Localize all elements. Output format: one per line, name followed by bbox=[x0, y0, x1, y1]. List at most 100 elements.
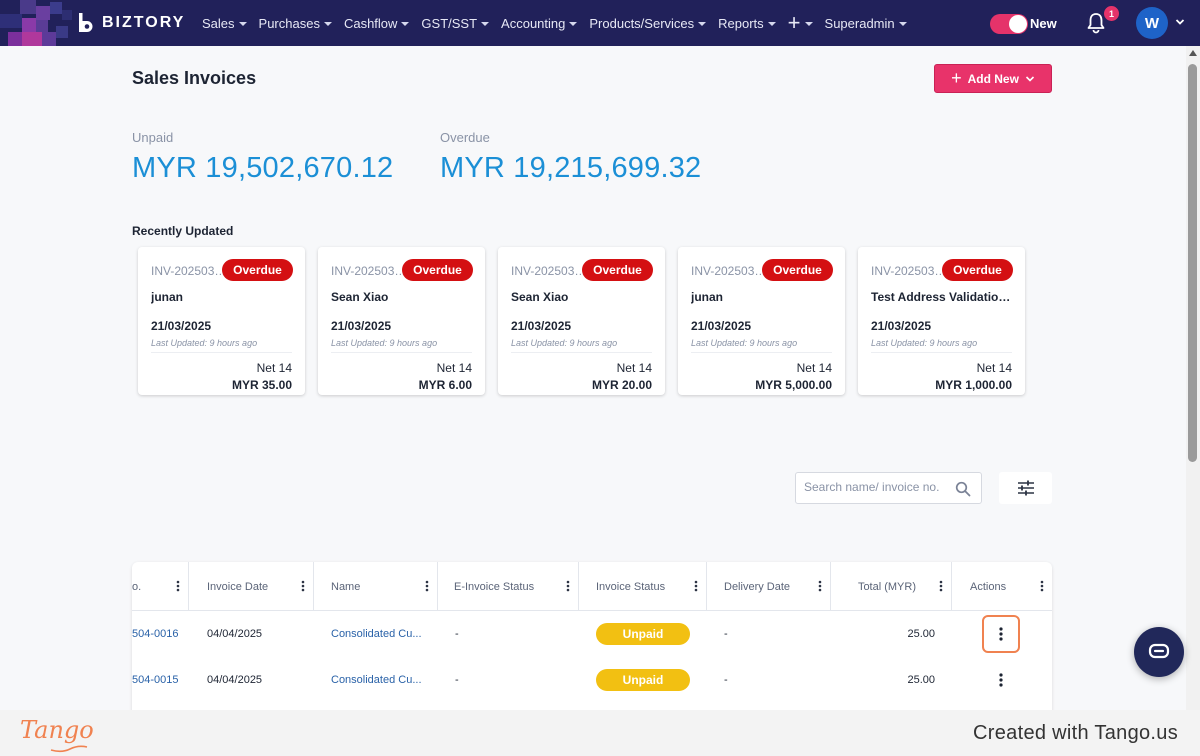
more-vertical-icon[interactable] bbox=[818, 580, 822, 592]
more-vertical-icon[interactable] bbox=[1040, 580, 1044, 592]
more-vertical-icon bbox=[999, 627, 1003, 641]
nav-reports[interactable]: Reports bbox=[718, 16, 776, 31]
row-actions-button[interactable] bbox=[982, 615, 1020, 653]
column-header-actions[interactable]: Actions bbox=[952, 562, 1052, 611]
delivery-date-cell: - bbox=[724, 628, 728, 640]
card-divider bbox=[151, 352, 292, 353]
bell-icon[interactable] bbox=[1086, 12, 1106, 34]
card-customer-name: junan bbox=[151, 290, 183, 304]
table-row[interactable]: 504-0015 04/04/2025 Consolidated Cu... -… bbox=[132, 657, 1052, 703]
add-new-button[interactable]: + Add New bbox=[934, 64, 1052, 93]
user-avatar[interactable]: W bbox=[1136, 7, 1168, 39]
more-vertical-icon[interactable] bbox=[301, 580, 305, 592]
chat-support-button[interactable] bbox=[1134, 627, 1184, 677]
nav-products-services[interactable]: Products/Services bbox=[589, 15, 707, 31]
nav-sales[interactable]: Sales bbox=[202, 16, 247, 31]
card-divider bbox=[871, 352, 1012, 353]
more-vertical-icon bbox=[999, 673, 1003, 687]
new-ui-toggle[interactable] bbox=[990, 14, 1028, 34]
tango-footer: Tango Created with Tango.us bbox=[0, 710, 1200, 756]
recent-invoice-card[interactable]: INV-20250321-0005 Overdue junan 21/03/20… bbox=[138, 247, 305, 395]
chevron-down-icon bbox=[323, 21, 332, 26]
recent-invoice-card[interactable]: INV-20250321-0003 Overdue Sean Xiao 21/0… bbox=[498, 247, 665, 395]
unpaid-label: Unpaid bbox=[132, 130, 174, 145]
column-header-label: Name bbox=[331, 581, 361, 593]
einvoice-status-cell: - bbox=[455, 628, 459, 640]
overdue-total[interactable]: MYR 19,215,699.32 bbox=[440, 152, 702, 184]
column-header-invoice-status[interactable]: Invoice Status bbox=[579, 562, 707, 611]
card-customer-name: Sean Xiao bbox=[511, 290, 569, 304]
row-actions-button[interactable] bbox=[982, 661, 1020, 699]
invoices-table: o. Invoice Date Name E-Invoice Status In… bbox=[132, 562, 1052, 722]
nav-gst-sst[interactable]: GST/SST bbox=[421, 16, 490, 31]
invoice-date-cell: 04/04/2025 bbox=[207, 674, 263, 686]
nav-cashflow-label: Cashflow bbox=[343, 15, 398, 31]
column-header-invoice-no[interactable]: o. bbox=[132, 562, 189, 611]
column-header-label: Invoice Date bbox=[207, 581, 269, 593]
column-header-delivery-date[interactable]: Delivery Date bbox=[707, 562, 831, 611]
card-amount: MYR 1,000.00 bbox=[935, 378, 1012, 392]
customer-name-link[interactable]: Consolidated Cu... bbox=[331, 674, 422, 686]
column-header-invoice-date[interactable]: Invoice Date bbox=[189, 562, 314, 611]
delivery-date-cell: - bbox=[724, 674, 728, 686]
chevron-down-icon bbox=[401, 21, 410, 26]
card-invoice-number: INV-20250321-0002 bbox=[691, 264, 769, 278]
page-title: Sales Invoices bbox=[132, 68, 257, 88]
chevron-down-icon bbox=[898, 21, 907, 26]
nav-cashflow[interactable]: Cashflow bbox=[343, 15, 410, 31]
card-customer-name: Sean Xiao bbox=[331, 290, 389, 304]
card-amount: MYR 20.00 bbox=[591, 378, 652, 392]
recent-invoice-card[interactable]: INV-20250321-0004 Overdue Sean Xiao 21/0… bbox=[318, 247, 485, 395]
column-header-label: E-Invoice Status bbox=[454, 581, 535, 593]
customer-name-link[interactable]: Consolidated Cu... bbox=[331, 628, 422, 640]
card-invoice-number: INV-20250321-0004 bbox=[331, 264, 409, 278]
search-icon[interactable] bbox=[955, 481, 971, 497]
nav-sales-label: Sales bbox=[202, 15, 235, 31]
brand-mosaic-graphic bbox=[0, 0, 110, 46]
overdue-badge: Overdue bbox=[762, 259, 833, 281]
unpaid-total[interactable]: MYR 19,502,670.12 bbox=[132, 152, 394, 184]
nav-quick-add[interactable]: + bbox=[788, 12, 813, 34]
nav-accounting[interactable]: Accounting bbox=[501, 16, 578, 31]
chevron-down-icon[interactable] bbox=[1175, 17, 1185, 27]
card-divider bbox=[331, 352, 472, 353]
column-header-name[interactable]: Name bbox=[314, 562, 438, 611]
nav-products-services-label: Products/Services bbox=[589, 15, 695, 31]
column-header-total[interactable]: Total (MYR) bbox=[831, 562, 952, 611]
scroll-up-arrow-icon[interactable] bbox=[1189, 50, 1197, 56]
column-header-einvoice-status[interactable]: E-Invoice Status bbox=[438, 562, 579, 611]
nav-superadmin[interactable]: Superadmin bbox=[825, 16, 907, 31]
card-invoice-number: INV-20250321-0003 bbox=[511, 264, 589, 278]
more-vertical-icon[interactable] bbox=[176, 580, 180, 592]
card-invoice-number: INV-20250321-0005 bbox=[151, 264, 229, 278]
more-vertical-icon[interactable] bbox=[694, 580, 698, 592]
invoice-date-cell: 04/04/2025 bbox=[207, 628, 263, 640]
nav-purchases-label: Purchases bbox=[258, 15, 320, 31]
column-header-label: Actions bbox=[970, 581, 1007, 593]
invoice-number-link[interactable]: 504-0016 bbox=[132, 628, 179, 640]
brand-logo[interactable]: BIZTORY bbox=[76, 12, 185, 34]
chat-bubble-icon bbox=[1148, 643, 1170, 659]
invoice-number-link[interactable]: 504-0015 bbox=[132, 674, 179, 686]
biztory-logo-icon bbox=[79, 13, 93, 32]
column-header-label: Total (MYR) bbox=[857, 581, 916, 593]
page-scrollbar[interactable] bbox=[1186, 46, 1200, 710]
scrollbar-thumb[interactable] bbox=[1188, 64, 1197, 462]
card-date: 21/03/2025 bbox=[151, 319, 212, 333]
column-header-label: Invoice Status bbox=[596, 581, 666, 593]
more-vertical-icon[interactable] bbox=[566, 580, 570, 592]
tango-logo: Tango bbox=[20, 716, 94, 744]
created-with-tango-text: Created with Tango.us bbox=[973, 722, 1178, 744]
table-row[interactable]: 504-0016 04/04/2025 Consolidated Cu... -… bbox=[132, 611, 1052, 657]
overdue-label: Overdue bbox=[440, 130, 490, 145]
main-menu: Sales Purchases Cashflow GST/SST Account… bbox=[202, 0, 919, 46]
more-vertical-icon[interactable] bbox=[425, 580, 429, 592]
more-vertical-icon[interactable] bbox=[939, 580, 943, 592]
status-badge: Unpaid bbox=[596, 623, 690, 645]
einvoice-status-cell: - bbox=[455, 674, 459, 686]
recent-invoice-card[interactable]: INV-20250321-0002 Overdue junan 21/03/20… bbox=[678, 247, 845, 395]
filter-button[interactable] bbox=[999, 472, 1052, 504]
search-input[interactable] bbox=[804, 480, 949, 494]
recent-invoice-card[interactable]: INV-20250321-0001 Overdue Test Address V… bbox=[858, 247, 1025, 395]
nav-purchases[interactable]: Purchases bbox=[259, 16, 332, 31]
